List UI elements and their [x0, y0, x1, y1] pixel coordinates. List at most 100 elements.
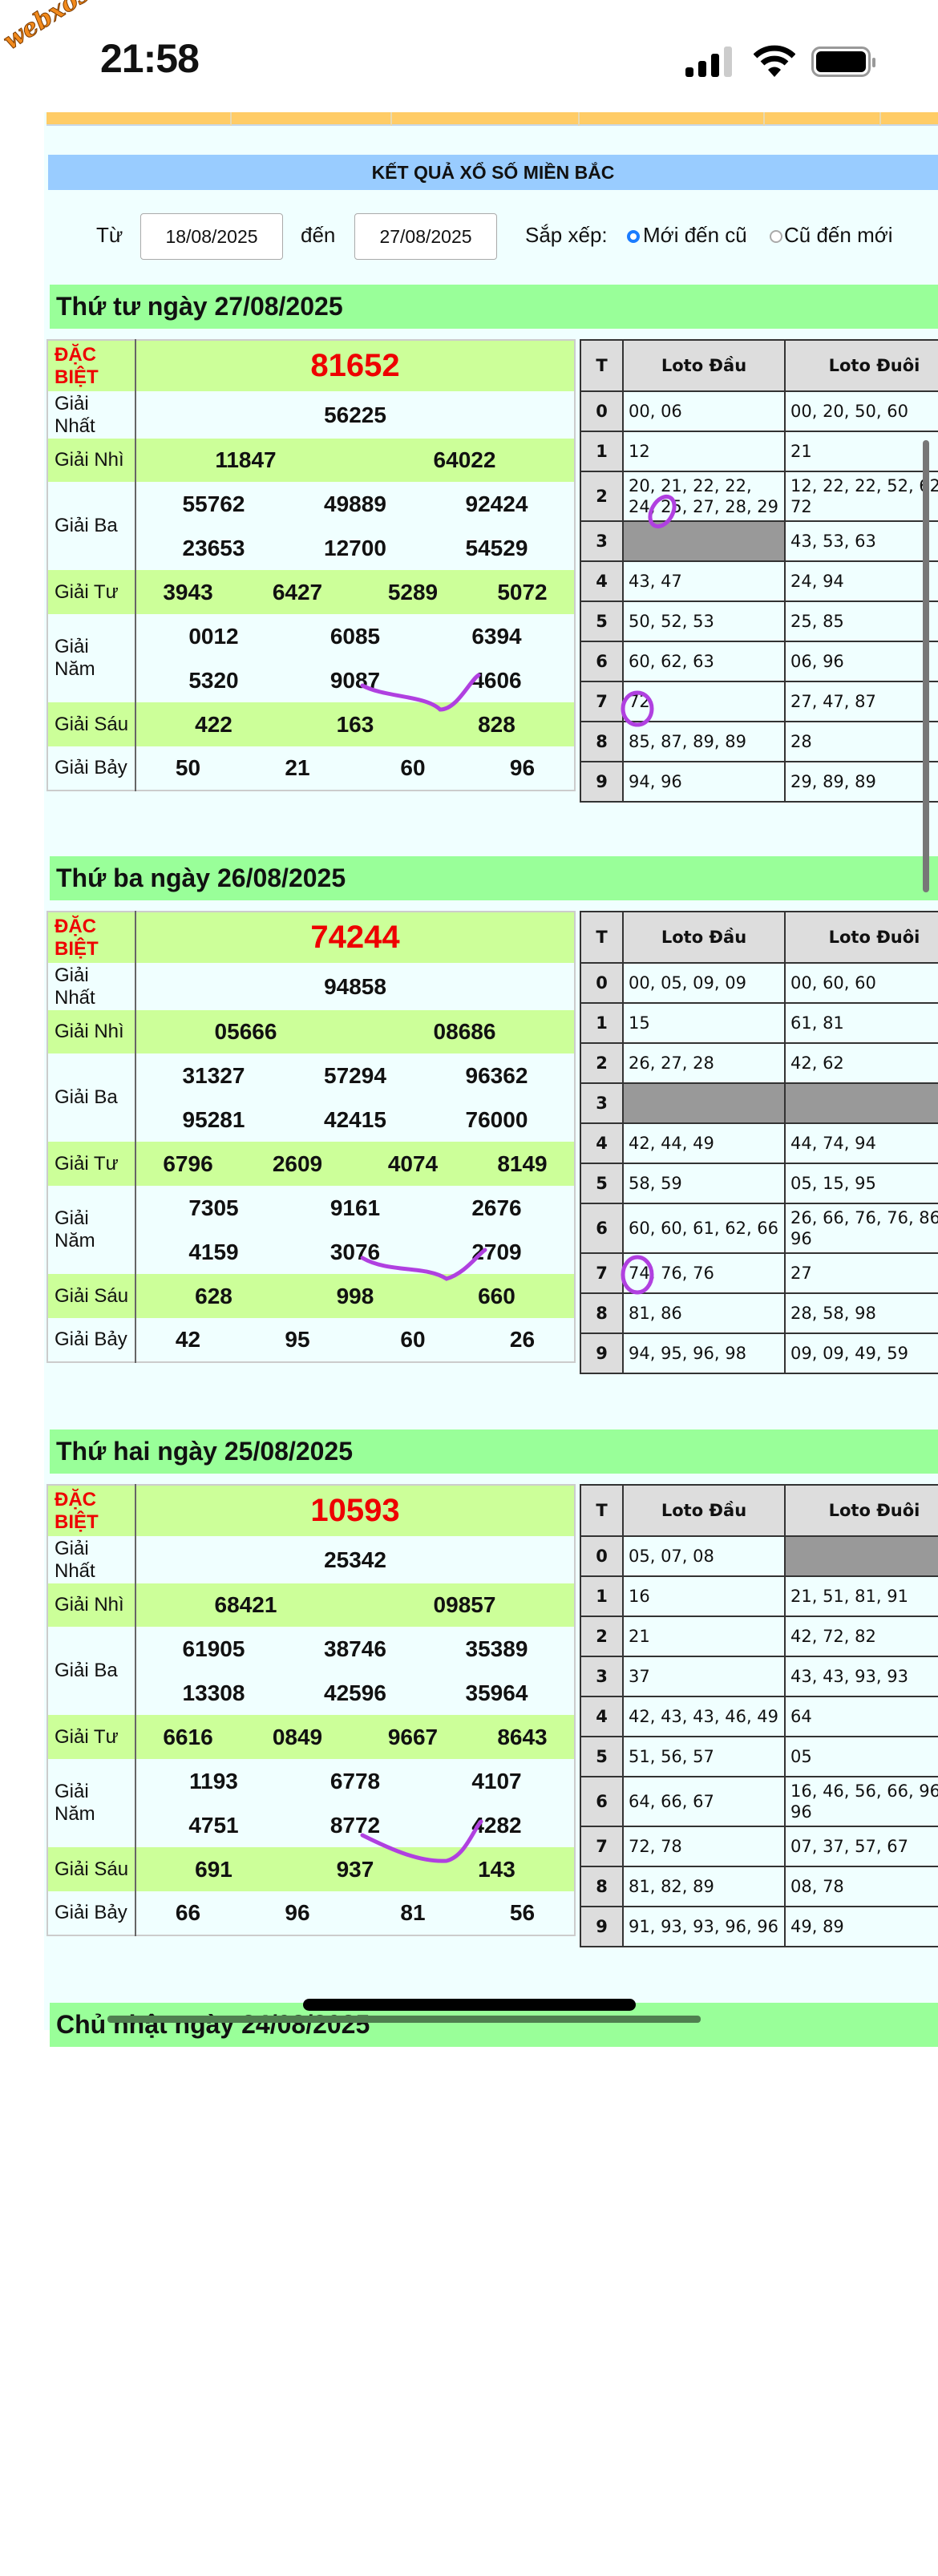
sort-oldest-radio[interactable] — [770, 230, 782, 243]
prize-number: 68421 — [135, 1583, 355, 1627]
prize-label: Giải Ba — [47, 482, 136, 570]
loto-digit: 6 — [580, 1203, 624, 1254]
loto-dau: 16 — [622, 1575, 786, 1617]
loto-dau: 26, 27, 28 — [622, 1042, 786, 1084]
vertical-scrollbar[interactable] — [923, 440, 929, 892]
prize-number: 55762 — [135, 482, 291, 526]
prize-label: Giải Năm — [47, 1759, 136, 1847]
prize-label: Giải Năm — [47, 614, 136, 702]
loto-duoi: 61, 81 — [784, 1002, 938, 1044]
loto-row: 8 81, 82, 89 08, 78 — [580, 1866, 938, 1907]
loto-digit: 7 — [580, 681, 624, 722]
special-prize-label: ĐẶC BIỆT — [47, 1485, 136, 1536]
prize-label: Giải Sáu — [47, 1274, 136, 1318]
sort-newest-label[interactable]: Mới đến cũ — [643, 223, 747, 247]
wifi-icon — [754, 45, 795, 77]
loto-digit: 6 — [580, 641, 624, 682]
loto-dau: 58, 59 — [622, 1163, 786, 1204]
prize-row-g6: Giải Sáu 422 163 828 — [47, 702, 575, 746]
prize-label: Giải Bảy — [47, 1891, 136, 1935]
prize-number: 691 — [135, 1847, 291, 1891]
day-section: Chủ nhật ngày 24/08/2025 — [0, 2003, 938, 2576]
top-menu-bar — [46, 112, 938, 126]
to-date-input[interactable]: 27/08/2025 — [354, 213, 497, 260]
special-prize-number: 74244 — [135, 912, 575, 963]
loto-dau — [622, 1082, 786, 1124]
prize-number: 92424 — [418, 482, 575, 526]
loto-digit: 9 — [580, 1906, 624, 1947]
loto-dau: 94, 95, 96, 98 — [622, 1332, 786, 1374]
loto-duoi: 00, 20, 50, 60 — [784, 390, 938, 432]
prize-number: 96362 — [418, 1053, 575, 1098]
loto-duoi: 28 — [784, 721, 938, 762]
loto-digit: 9 — [580, 1332, 624, 1374]
prize-number: 9087 — [290, 658, 419, 702]
prize-number: 660 — [418, 1274, 575, 1318]
loto-dau: 74, 76, 76 — [622, 1252, 786, 1294]
prize-number: 937 — [290, 1847, 419, 1891]
prize-row-g3b: 13308 42596 35964 — [47, 1671, 575, 1715]
loto-duoi: 42, 72, 82 — [784, 1616, 938, 1657]
prize-number: 2676 — [418, 1186, 575, 1230]
loto-digit: 7 — [580, 1826, 624, 1867]
day-header[interactable]: Thứ tư ngày 27/08/2025 — [50, 285, 938, 329]
loto-header-dau: Loto Đầu — [622, 339, 786, 392]
horizontal-scrollbar[interactable] — [107, 2016, 701, 2023]
prize-number: 828 — [418, 702, 575, 746]
loto-dau: 00, 05, 09, 09 — [622, 962, 786, 1004]
prize-number: 5072 — [470, 570, 575, 614]
prize-number: 60 — [354, 746, 471, 791]
loto-row: 0 00, 06 00, 20, 50, 60 — [580, 390, 938, 432]
loto-row: 5 51, 56, 57 05 — [580, 1736, 938, 1777]
loto-digit: 1 — [580, 431, 624, 472]
prize-number: 0012 — [135, 614, 291, 658]
day-header[interactable]: Thứ ba ngày 26/08/2025 — [50, 856, 938, 900]
prize-number: 3943 — [135, 570, 241, 614]
loto-header-dau: Loto Đầu — [622, 1484, 786, 1537]
sort-oldest-label[interactable]: Cũ đến mới — [784, 223, 893, 247]
results-table: ĐẶC BIỆT 74244 Giải Nhất 94858 Giải Nhì 056… — [46, 911, 576, 1363]
prize-row-g4: Giải Tư 3943 6427 5289 5072 — [47, 570, 575, 614]
loto-table: T Loto Đầu Loto Đuôi 0 00, 05, 09, 09 00,… — [580, 911, 938, 1374]
loto-dau: 42, 43, 43, 46, 49 — [622, 1696, 786, 1737]
loto-duoi: 09, 09, 49, 59 — [784, 1332, 938, 1374]
special-prize-number: 10593 — [135, 1485, 575, 1536]
prize-number: 13308 — [135, 1671, 291, 1715]
prize-label: Giải Ba — [47, 1627, 136, 1715]
loto-digit: 7 — [580, 1252, 624, 1294]
prize-label: Giải Nhất — [47, 391, 136, 439]
day-header[interactable]: Thứ hai ngày 25/08/2025 — [50, 1430, 938, 1474]
prize-label: Giải Tư — [47, 570, 136, 614]
prize-row-g3b: 95281 42415 76000 — [47, 1098, 575, 1142]
prize-row-g3b: 23653 12700 54529 — [47, 526, 575, 570]
prize-row-g6: Giải Sáu 691 937 143 — [47, 1847, 575, 1891]
prize-number: 3076 — [290, 1230, 419, 1274]
prize-number: 628 — [135, 1274, 291, 1318]
prize-label: Giải Nhất — [47, 963, 136, 1010]
loto-row: 2 20, 21, 22, 22, 24, 25, 27, 28, 29 12,… — [580, 471, 938, 522]
prize-row-g5: Giải Năm 0012 6085 6394 — [47, 614, 575, 702]
prize-number: 76000 — [418, 1098, 575, 1142]
prize-row-g5: Giải Năm 7305 9161 2676 — [47, 1186, 575, 1274]
prize-number: 31327 — [135, 1053, 291, 1098]
loto-digit: 5 — [580, 1736, 624, 1777]
loto-header-t: T — [580, 911, 624, 964]
loto-dau: 81, 82, 89 — [622, 1866, 786, 1907]
loto-duoi: 25, 85 — [784, 601, 938, 642]
prize-row-g5: Giải Năm 1193 6778 4107 — [47, 1759, 575, 1847]
loto-duoi: 05, 15, 95 — [784, 1163, 938, 1204]
day-section: Thứ ba ngày 26/08/2025 ĐẶC BIỆT 74244 Giả… — [0, 856, 938, 1430]
loto-dau: 91, 93, 93, 96, 96 — [622, 1906, 786, 1947]
loto-digit: 5 — [580, 1163, 624, 1204]
from-date-input[interactable]: 18/08/2025 — [140, 213, 283, 260]
loto-duoi: 27, 47, 87 — [784, 681, 938, 722]
loto-digit: 3 — [580, 520, 624, 562]
page-title: KẾT QUẢ XỔ SỐ MIỀN BẮC — [48, 155, 938, 190]
prize-number: 08686 — [354, 1010, 575, 1053]
loto-row: 3 — [580, 1082, 938, 1124]
sort-newest-radio[interactable] — [627, 230, 640, 243]
loto-dau: 85, 87, 89, 89 — [622, 721, 786, 762]
loto-digit: 2 — [580, 471, 624, 522]
loto-digit: 9 — [580, 761, 624, 803]
loto-row: 3 43, 53, 63 — [580, 520, 938, 562]
